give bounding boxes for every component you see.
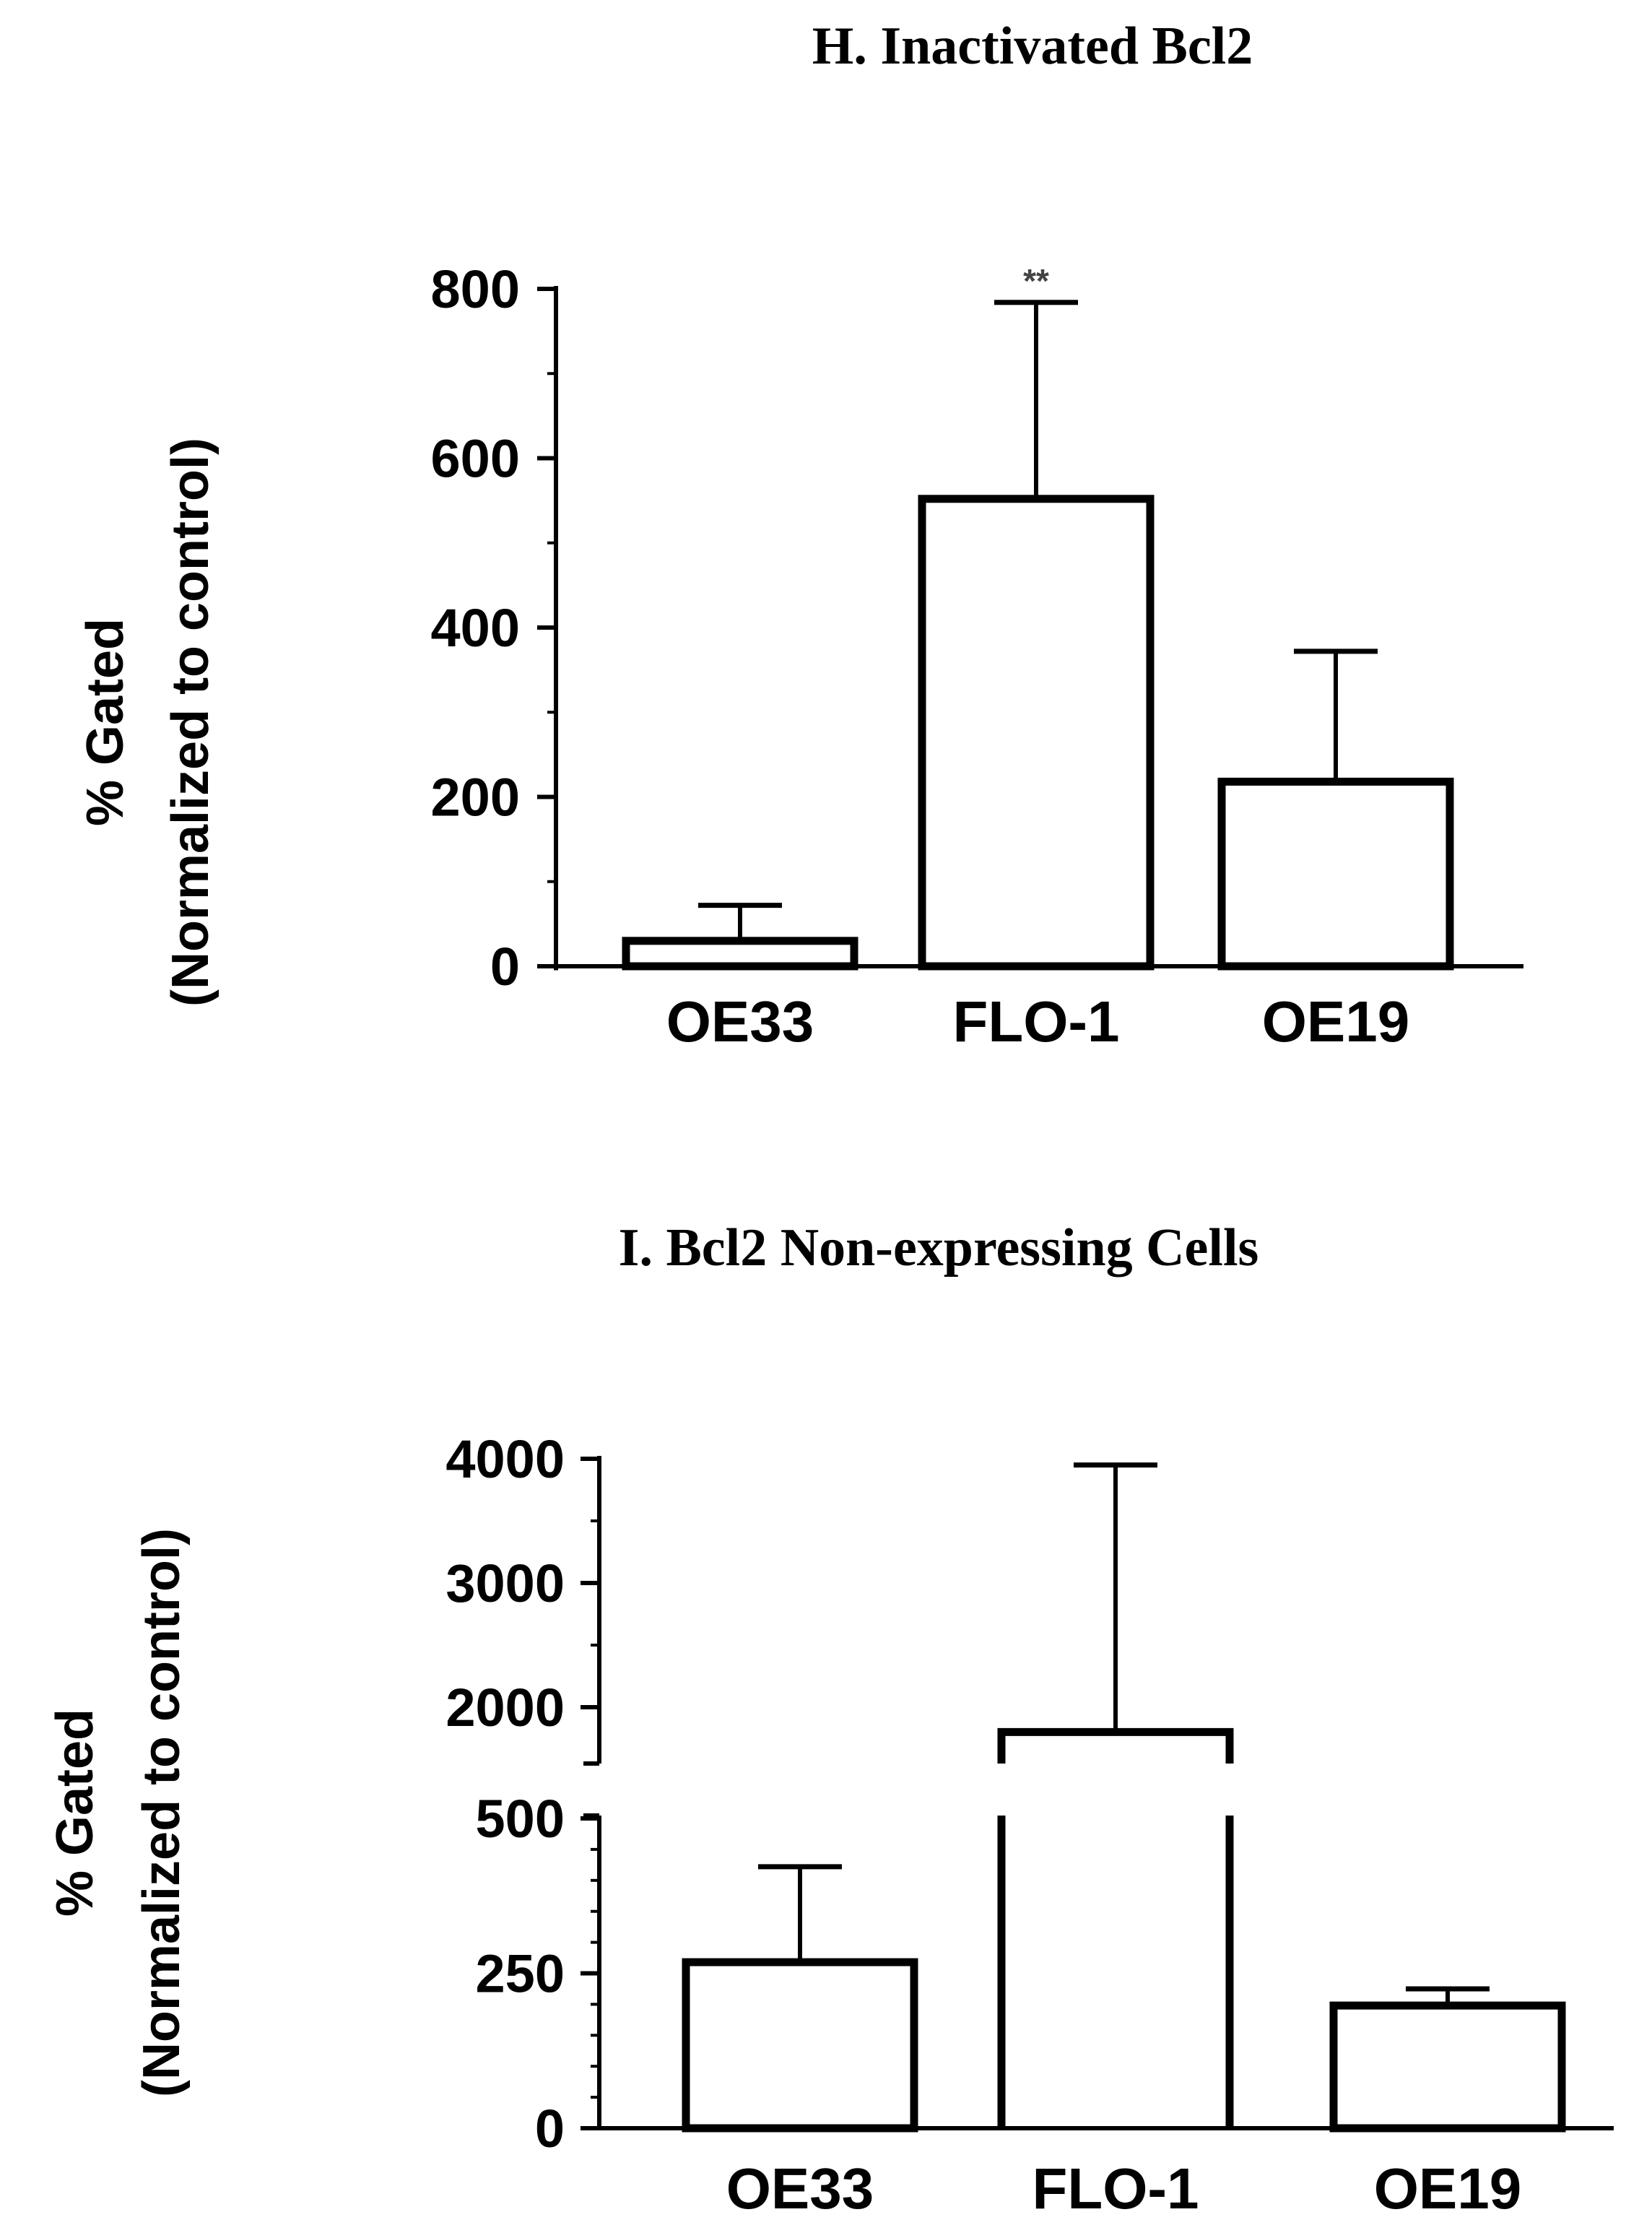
chart-i-bar-flo-1-upper [997,1727,1234,1764]
chart-h-title: H. Inactivated Bcl2 [812,17,1253,76]
chart-i-ytick-label: 3000 [445,1553,565,1613]
chart-i-xtick-label: OE19 [1374,2156,1522,2221]
chart-i-bar-oe33 [682,1958,918,2133]
chart-h-ytick-label: 800 [431,259,520,319]
chart-h-ytick-label: 400 [431,598,520,658]
chart-h-significance-annotation: ** [1023,262,1049,300]
chart-h-ytick-label: 600 [431,429,520,489]
chart-i-title: I. Bcl2 Non-expressing Cells [619,1218,1259,1278]
chart-h-xtick-label: OE33 [666,989,814,1054]
chart-i: I. Bcl2 Non-expressing Cells % Gated (No… [46,1218,1614,2221]
chart-i-bar-oe19 [1329,2001,1566,2133]
chart-h-bar-flo-1 [918,495,1155,971]
chart-i-ytick-label: 0 [535,2099,565,2159]
chart-h-ylabel-line2: (Normalized to control) [162,438,219,1007]
chart-i-ylabel-line1: % Gated [46,1709,104,1917]
chart-i-ytick-label: 250 [476,1944,565,2004]
chart-h-ytick-label: 0 [490,937,520,997]
chart-i-plot: 0 250 500 2000 3000 4000 OE33 FLO-1 OE19 [445,1429,1614,2221]
chart-h: H. Inactivated Bcl2 % Gated (Normalized … [77,17,1523,1054]
chart-i-ytick-label: 500 [476,1789,565,1849]
chart-i-ylabel-line2: (Normalized to control) [133,1528,191,2097]
chart-h-ytick-label: 200 [431,768,520,828]
chart-h-plot: 0 200 400 600 800 OE33 FLO-1 OE19 ** [431,259,1523,1054]
chart-h-xtick-label: OE19 [1262,989,1410,1054]
chart-i-ytick-label: 2000 [445,1678,565,1738]
chart-h-xtick-label: FLO-1 [952,989,1119,1054]
chart-i-xtick-label: FLO-1 [1032,2156,1199,2221]
chart-h-ylabel-line1: % Gated [77,618,134,826]
chart-h-bar-oe33 [622,937,858,971]
chart-i-xtick-label: OE33 [726,2156,874,2221]
chart-h-bar-oe19 [1217,777,1454,971]
chart-i-ytick-label: 4000 [445,1429,565,1489]
